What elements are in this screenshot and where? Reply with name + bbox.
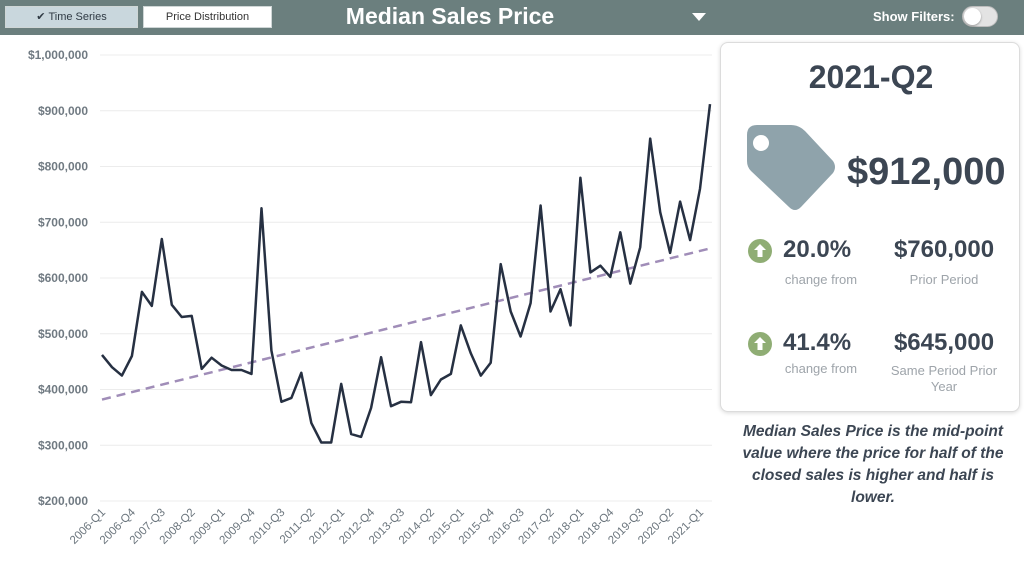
y-tick-label: $800,000 (38, 160, 88, 174)
y-tick-label: $600,000 (38, 271, 88, 285)
show-filters-toggle[interactable] (962, 6, 998, 27)
prior-period-change-label: change from (784, 272, 858, 287)
check-icon: ✔ (36, 11, 46, 23)
y-tick-label: $400,000 (38, 383, 88, 397)
tab-price-distribution-label: Price Distribution (165, 11, 250, 23)
y-tick-label: $300,000 (38, 438, 88, 452)
price-tag-icon (747, 125, 835, 210)
summary-card: 2021-Q2 $912,000 20.0% change from $760,… (720, 42, 1020, 412)
prior-period-price: $760,000 (893, 236, 995, 263)
header-bar: ✔ Time Series Price Distribution Median S… (0, 0, 1024, 35)
prior-year-change: 41.4% (783, 329, 852, 356)
prior-year-price: $645,000 (893, 329, 995, 356)
y-tick-label: $500,000 (38, 327, 88, 341)
y-tick-label: $200,000 (38, 494, 88, 508)
prior-period-change: 20.0% (783, 236, 852, 263)
y-tick-label: $900,000 (38, 104, 88, 118)
toggle-knob (964, 8, 981, 25)
chevron-down-icon[interactable] (692, 13, 706, 21)
tab-time-series-label: Time Series (48, 11, 107, 23)
prior-period-label: Prior Period (909, 272, 979, 287)
y-tick-label: $1,000,000 (28, 48, 88, 62)
series-line (101, 103, 712, 444)
show-filters-label: Show Filters: (873, 9, 955, 24)
prior-year-change-label: change from (784, 361, 858, 376)
y-tick-label: $700,000 (38, 215, 88, 229)
page-title: Median Sales Price (345, 3, 555, 29)
current-price: $912,000 (847, 151, 1006, 193)
arrow-up-icon (748, 239, 772, 263)
arrow-up-icon (748, 332, 772, 356)
metric-description: Median Sales Price is the mid-point valu… (742, 423, 1004, 506)
prior-year-label: Same Period Prior Year (890, 363, 998, 394)
period-label: 2021-Q2 (808, 59, 934, 95)
tab-time-series[interactable]: ✔ Time Series (5, 6, 138, 28)
tab-price-distribution[interactable]: Price Distribution (143, 6, 272, 28)
median-price-chart: $1,000,000 $900,000 $800,000 $700,000 $600,0… (28, 48, 712, 547)
